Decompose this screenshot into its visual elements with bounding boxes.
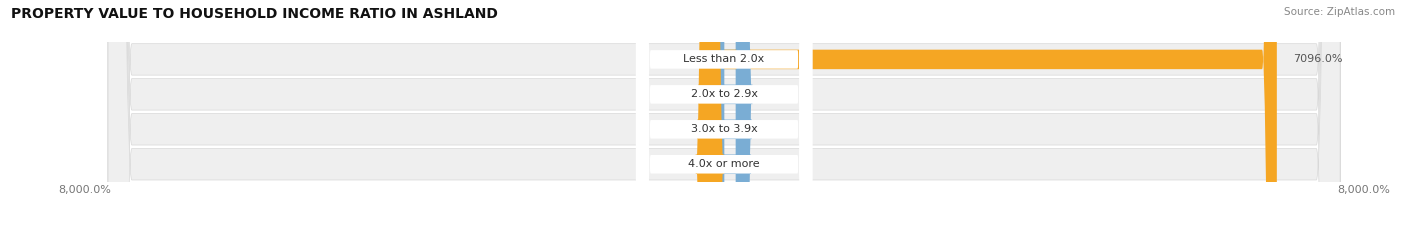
FancyBboxPatch shape <box>710 0 751 233</box>
FancyBboxPatch shape <box>636 0 813 233</box>
Text: PROPERTY VALUE TO HOUSEHOLD INCOME RATIO IN ASHLAND: PROPERTY VALUE TO HOUSEHOLD INCOME RATIO… <box>11 7 498 21</box>
FancyBboxPatch shape <box>710 0 1277 233</box>
FancyBboxPatch shape <box>710 0 752 233</box>
Text: 29.4%: 29.4% <box>685 159 720 169</box>
Text: Less than 2.0x: Less than 2.0x <box>683 55 765 64</box>
Text: Source: ZipAtlas.com: Source: ZipAtlas.com <box>1284 7 1395 17</box>
Text: 11.0%: 11.0% <box>686 89 721 99</box>
FancyBboxPatch shape <box>636 0 813 233</box>
FancyBboxPatch shape <box>696 0 724 233</box>
Text: 10.9%: 10.9% <box>727 159 762 169</box>
FancyBboxPatch shape <box>710 0 751 233</box>
Text: 32.3%: 32.3% <box>728 124 763 134</box>
FancyBboxPatch shape <box>108 0 1340 233</box>
FancyBboxPatch shape <box>697 0 724 233</box>
FancyBboxPatch shape <box>636 0 813 233</box>
FancyBboxPatch shape <box>710 0 752 233</box>
Text: 7096.0%: 7096.0% <box>1294 55 1343 64</box>
FancyBboxPatch shape <box>636 0 813 233</box>
Text: 18.9%: 18.9% <box>685 124 721 134</box>
Text: 44.8%: 44.8% <box>730 89 765 99</box>
Text: 2.0x to 2.9x: 2.0x to 2.9x <box>690 89 758 99</box>
FancyBboxPatch shape <box>108 0 1340 233</box>
FancyBboxPatch shape <box>108 0 1340 233</box>
Text: 4.0x or more: 4.0x or more <box>689 159 759 169</box>
FancyBboxPatch shape <box>699 0 724 233</box>
Text: 3.0x to 3.9x: 3.0x to 3.9x <box>690 124 758 134</box>
Text: 39.0%: 39.0% <box>683 55 718 64</box>
FancyBboxPatch shape <box>108 0 1340 233</box>
